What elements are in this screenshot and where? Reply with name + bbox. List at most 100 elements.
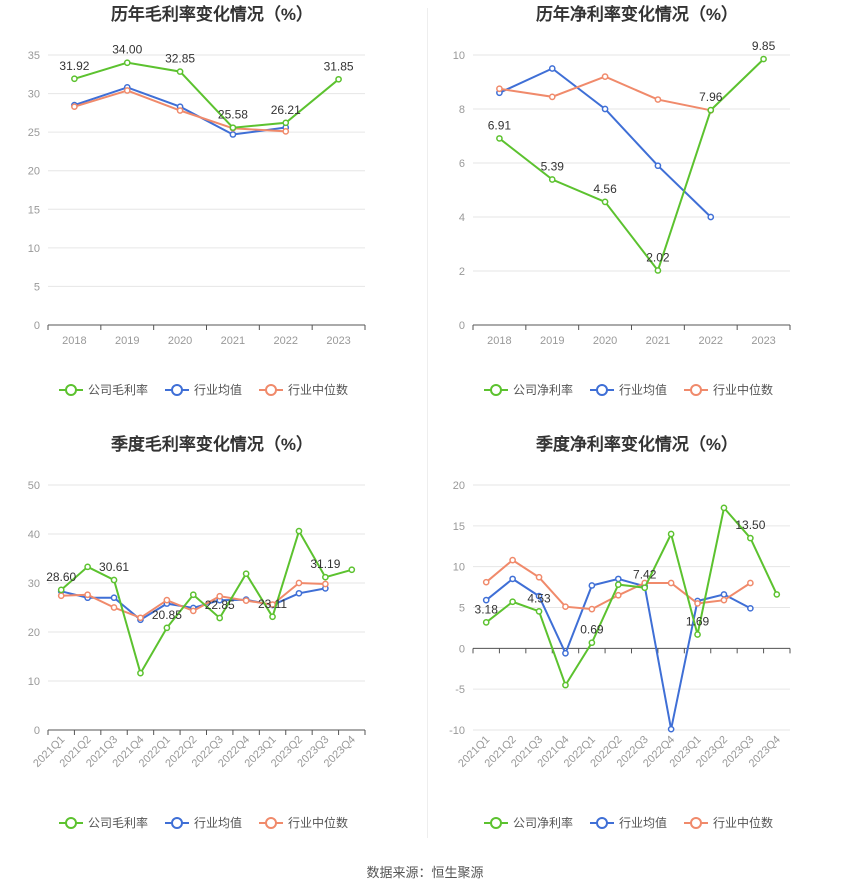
data-label: 32.85 [165, 52, 195, 66]
legend-item-industry-median[interactable]: 行业中位数 [259, 382, 348, 397]
y-tick-label: -10 [449, 725, 465, 737]
y-tick-label: 40 [28, 529, 40, 541]
chart-panel-quarterly-net-margin: 季度净利率变化情况（%） -10 -5 0 5 10 15 20 2021Q1 2021Q2 202… [425, 430, 850, 860]
x-tick-label: 2021 [221, 335, 245, 347]
data-label: 9.85 [752, 39, 776, 53]
data-point [322, 573, 329, 581]
legend-item-company[interactable]: 公司净利率 [484, 382, 573, 397]
legend-label: 行业均值 [619, 382, 667, 397]
chart-panel-quarterly-gross-margin: 季度毛利率变化情况（%） 0 10 20 30 40 50 2021Q1 2021Q2 2021Q… [0, 430, 425, 860]
legend-item-company[interactable]: 公司净利率 [484, 815, 573, 830]
data-point [535, 592, 543, 600]
data-point [282, 128, 290, 135]
data-point [760, 55, 767, 63]
legend-label: 行业均值 [194, 382, 242, 397]
data-point [588, 582, 596, 589]
data-point [562, 681, 569, 689]
legend-marker-icon [490, 384, 502, 396]
data-point [163, 624, 171, 632]
data-point [654, 96, 662, 103]
data-point [535, 607, 543, 615]
data-point [71, 75, 78, 83]
data-point [548, 65, 556, 72]
data-point [720, 504, 728, 512]
data-point [84, 563, 91, 571]
data-point [189, 607, 197, 615]
data-label: 7.42 [633, 568, 657, 582]
data-point [562, 603, 569, 611]
data-source-note: 数据来源：恒生聚源 [366, 865, 484, 880]
data-point [548, 176, 556, 183]
data-point [747, 534, 754, 542]
chart-panel-annual-gross-margin: 历年毛利率变化情况（%） 0 5 10 15 20 25 30 35 2018 2019 2020 20… [0, 0, 425, 430]
data-point [601, 198, 609, 206]
legend-marker-icon [596, 384, 608, 396]
legend-item-company[interactable]: 公司毛利率 [59, 815, 148, 830]
data-point [509, 556, 516, 564]
legend-label: 行业均值 [194, 815, 242, 830]
legend-item-industry-median[interactable]: 行业中位数 [684, 815, 773, 830]
data-point [641, 584, 649, 592]
data-point [71, 103, 78, 111]
data-point [548, 93, 556, 101]
legend-item-industry-avg[interactable]: 行业均值 [590, 382, 667, 397]
legend-item-company[interactable]: 公司毛利率 [59, 382, 148, 397]
data-point [720, 591, 728, 598]
legend-label: 公司毛利率 [88, 382, 148, 397]
data-point [588, 639, 596, 647]
data-point [614, 581, 622, 588]
legend-marker-icon [265, 817, 277, 829]
panel-divider [427, 8, 428, 838]
data-point [667, 579, 675, 587]
data-point [348, 566, 356, 574]
y-tick-label: 20 [28, 166, 40, 178]
x-tick-label: 2020 [593, 335, 617, 347]
legend-marker-icon [690, 384, 702, 396]
y-tick-label: 30 [28, 89, 40, 101]
y-tick-label: 50 [28, 480, 40, 492]
data-point [773, 591, 781, 598]
data-point [654, 267, 662, 274]
legend-label: 公司净利率 [513, 815, 573, 830]
legend-item-industry-median[interactable]: 行业中位数 [684, 382, 773, 397]
series-company-line [60, 528, 353, 676]
y-tick-label: 8 [459, 104, 465, 116]
data-label: 4.53 [527, 591, 551, 605]
data-point [242, 597, 250, 604]
data-label: 13.50 [735, 518, 765, 532]
y-tick-label: 5 [459, 603, 465, 615]
y-tick-label: 10 [453, 50, 465, 62]
data-label: 23.11 [258, 597, 287, 611]
y-tick-label: 4 [459, 212, 465, 224]
y-tick-label: 2 [459, 266, 465, 278]
data-point [295, 589, 303, 597]
legend-item-industry-median[interactable]: 行业中位数 [259, 815, 348, 830]
legend-label: 行业中位数 [713, 382, 773, 397]
y-tick-label: 0 [459, 320, 465, 332]
x-tick-label: 2022 [699, 335, 723, 347]
legend-marker-icon [490, 817, 502, 829]
chart-title: 历年净利率变化情况（%） [536, 4, 738, 24]
series-company: 28.60 30.61 20.85 22.85 23.11 31.19 [46, 527, 356, 677]
legend-item-industry-avg[interactable]: 行业均值 [165, 382, 242, 397]
legend-item-industry-avg[interactable]: 行业均值 [590, 815, 667, 830]
y-tick-label: 0 [34, 320, 40, 332]
legend-marker-icon [265, 384, 277, 396]
data-point [57, 592, 65, 600]
legend-item-industry-avg[interactable]: 行业均值 [165, 815, 242, 830]
chart-quarterly-gross-margin: 季度毛利率变化情况（%）010203040502021Q12021Q22021Q… [28, 434, 366, 830]
y-tick-label: 15 [453, 521, 465, 533]
chart-quarterly-net-margin: 季度净利率变化情况（%）-10-5051015202021Q12021Q2202… [449, 434, 791, 830]
data-point [269, 613, 276, 621]
y-tick-label: 25 [28, 127, 40, 139]
data-point [110, 576, 118, 584]
legend-marker-icon [596, 817, 608, 829]
data-label: 2.02 [646, 250, 670, 264]
series-industry-median [482, 556, 754, 613]
data-point [747, 604, 754, 612]
data-point [216, 614, 224, 622]
data-point [137, 669, 144, 677]
legend-label: 行业中位数 [713, 815, 773, 830]
series-company-line [485, 505, 778, 688]
